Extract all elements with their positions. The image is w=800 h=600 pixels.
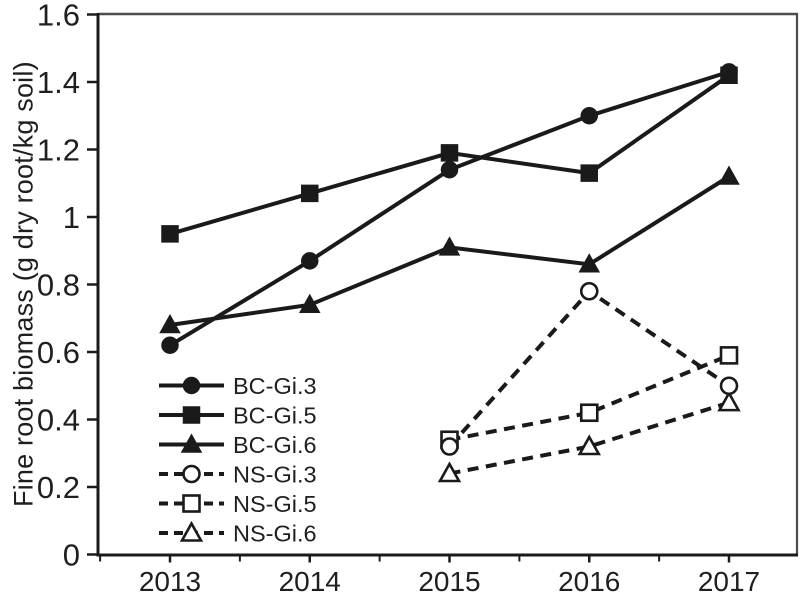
data-point-marker-bc-gi-6 <box>159 313 181 334</box>
x-tick-label: 2013 <box>139 566 201 597</box>
data-point-marker-ns-gi-3 <box>719 376 739 396</box>
data-point-marker-bc-gi-3 <box>161 336 179 354</box>
legend-label-bc-gi-3: BC-Gi.3 <box>233 373 317 399</box>
data-point-marker-bc-gi-3 <box>580 107 598 125</box>
y-tick-label: 1.2 <box>37 133 80 168</box>
series-line-ns-gi-3 <box>448 288 731 448</box>
data-point-marker-bc-gi-5 <box>161 225 179 243</box>
data-point-marker-bc-gi-6 <box>718 165 740 185</box>
legend-marker-bc-gi-3 <box>182 376 201 395</box>
legend-label-ns-gi-6: NS-Gi.6 <box>233 521 317 547</box>
legend-label-bc-gi-6: BC-Gi.6 <box>233 432 317 458</box>
legend-marker-bc-gi-5 <box>182 406 201 424</box>
data-point-marker-ns-gi-5 <box>579 403 599 423</box>
data-point-marker-bc-gi-3 <box>720 63 738 81</box>
legend-marker-ns-gi-6 <box>179 520 204 542</box>
x-tick-label: 2014 <box>279 566 341 597</box>
x-tick-label: 2017 <box>698 566 760 597</box>
y-tick-label: 0.8 <box>37 268 80 303</box>
legend-marker-ns-gi-3 <box>182 464 201 484</box>
data-point-marker-ns-gi-6 <box>437 461 462 483</box>
x-tick-label: 2016 <box>558 566 620 597</box>
x-tick-label: 2015 <box>418 566 480 597</box>
data-point-marker-ns-gi-5 <box>719 346 739 365</box>
data-point-marker-bc-gi-6 <box>578 253 601 273</box>
y-tick-label: 0.2 <box>37 470 80 505</box>
legend-label-ns-gi-5: NS-Gi.5 <box>233 491 317 517</box>
y-tick-label: 0 <box>63 538 80 573</box>
data-point-marker-bc-gi-6 <box>438 236 461 256</box>
data-point-marker-bc-gi-5 <box>440 144 459 162</box>
series-line-ns-gi-5 <box>449 353 730 442</box>
y-tick-label: 1.4 <box>37 65 80 100</box>
y-tick-label: 1 <box>63 200 80 235</box>
data-point-marker-bc-gi-5 <box>580 164 598 182</box>
y-tick-label: 1.6 <box>37 0 80 33</box>
series-line-ns-gi-6 <box>449 400 730 476</box>
data-point-marker-bc-gi-3 <box>301 252 319 270</box>
y-tick-label: 0.6 <box>37 335 80 370</box>
data-point-marker-bc-gi-3 <box>440 161 459 179</box>
y-axis-title: Fine root biomass (g dry root/kg soil) <box>8 61 39 508</box>
legend-label-ns-gi-3: NS-Gi.3 <box>233 462 317 488</box>
data-point-marker-ns-gi-3 <box>440 437 459 456</box>
legend-label-bc-gi-5: BC-Gi.5 <box>233 403 317 429</box>
legend-marker-ns-gi-5 <box>182 494 201 513</box>
legend-marker-bc-gi-6 <box>180 433 203 453</box>
y-tick-label: 0.4 <box>37 403 80 438</box>
data-point-marker-ns-gi-6 <box>577 434 601 456</box>
data-point-marker-ns-gi-3 <box>579 281 599 301</box>
data-point-marker-ns-gi-6 <box>717 390 741 412</box>
data-point-marker-bc-gi-6 <box>298 293 321 313</box>
data-point-marker-bc-gi-5 <box>301 184 319 203</box>
